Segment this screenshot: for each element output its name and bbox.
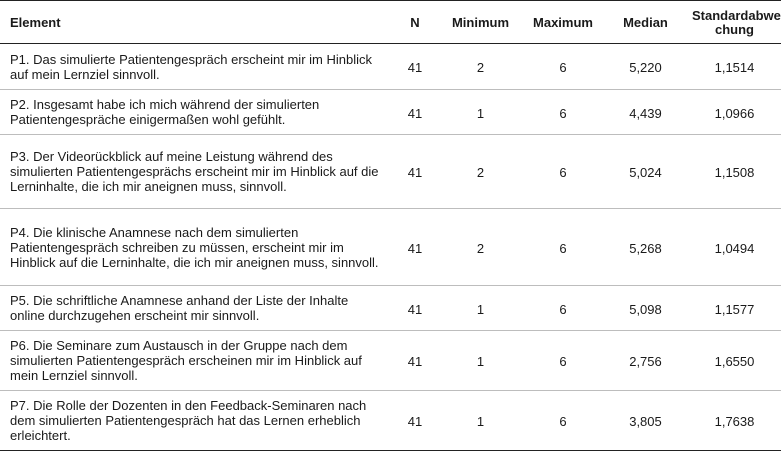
row-minimum: 2 <box>438 43 523 90</box>
row-maximum: 6 <box>523 89 603 135</box>
row-maximum: 6 <box>523 208 603 286</box>
row-sd: 1,0494 <box>688 208 781 286</box>
row-minimum: 2 <box>438 208 523 286</box>
row-maximum: 6 <box>523 134 603 209</box>
header-standard-deviation: Standardabwei chung <box>688 0 781 44</box>
row-maximum: 6 <box>523 43 603 90</box>
row-sd: 1,0966 <box>688 89 781 135</box>
row-median: 5,098 <box>603 285 688 331</box>
table-row: P6. Die Seminare zum Austausch in der Gr… <box>0 330 781 391</box>
row-element: P4. Die klinische Anamnese nach dem simu… <box>0 208 392 286</box>
header-row: Element N Minimum Maximum Median Standar… <box>0 0 781 44</box>
row-minimum: 2 <box>438 134 523 209</box>
table-body: P1. Das simulierte Patientengespräch ers… <box>0 43 781 451</box>
header-median: Median <box>603 0 688 44</box>
table-row: P5. Die schriftliche Anamnese anhand der… <box>0 285 781 331</box>
row-maximum: 6 <box>523 330 603 391</box>
table-header: Element N Minimum Maximum Median Standar… <box>0 0 781 44</box>
row-element: P1. Das simulierte Patientengespräch ers… <box>0 43 392 90</box>
table-row: P7. Die Rolle der Dozenten in den Feedba… <box>0 390 781 451</box>
header-element: Element <box>0 0 392 44</box>
header-minimum: Minimum <box>438 0 523 44</box>
row-median: 5,024 <box>603 134 688 209</box>
header-sd-line2: chung <box>715 22 754 37</box>
table-row: P3. Der Videorückblick auf meine Leistun… <box>0 134 781 209</box>
header-sd-line1: Standardabwei <box>692 8 781 23</box>
table-row: P2. Insgesamt habe ich mich während der … <box>0 89 781 135</box>
row-element: P3. Der Videorückblick auf meine Leistun… <box>0 134 392 209</box>
row-median: 2,756 <box>603 330 688 391</box>
row-sd: 1,7638 <box>688 390 781 451</box>
row-element: P6. Die Seminare zum Austausch in der Gr… <box>0 330 392 391</box>
row-median: 4,439 <box>603 89 688 135</box>
row-minimum: 1 <box>438 330 523 391</box>
row-n: 41 <box>392 43 438 90</box>
header-maximum: Maximum <box>523 0 603 44</box>
row-sd: 1,1514 <box>688 43 781 90</box>
row-minimum: 1 <box>438 285 523 331</box>
row-median: 3,805 <box>603 390 688 451</box>
row-element: P7. Die Rolle der Dozenten in den Feedba… <box>0 390 392 451</box>
row-element: P2. Insgesamt habe ich mich während der … <box>0 89 392 135</box>
row-n: 41 <box>392 285 438 331</box>
results-table: Element N Minimum Maximum Median Standar… <box>0 0 781 451</box>
row-maximum: 6 <box>523 285 603 331</box>
table-row: P4. Die klinische Anamnese nach dem simu… <box>0 208 781 286</box>
header-n: N <box>392 0 438 44</box>
table-row: P1. Das simulierte Patientengespräch ers… <box>0 43 781 90</box>
row-sd: 1,6550 <box>688 330 781 391</box>
row-n: 41 <box>392 134 438 209</box>
row-median: 5,220 <box>603 43 688 90</box>
row-n: 41 <box>392 330 438 391</box>
row-n: 41 <box>392 390 438 451</box>
row-n: 41 <box>392 89 438 135</box>
row-maximum: 6 <box>523 390 603 451</box>
row-element: P5. Die schriftliche Anamnese anhand der… <box>0 285 392 331</box>
row-n: 41 <box>392 208 438 286</box>
row-minimum: 1 <box>438 390 523 451</box>
row-sd: 1,1508 <box>688 134 781 209</box>
row-median: 5,268 <box>603 208 688 286</box>
row-sd: 1,1577 <box>688 285 781 331</box>
row-minimum: 1 <box>438 89 523 135</box>
